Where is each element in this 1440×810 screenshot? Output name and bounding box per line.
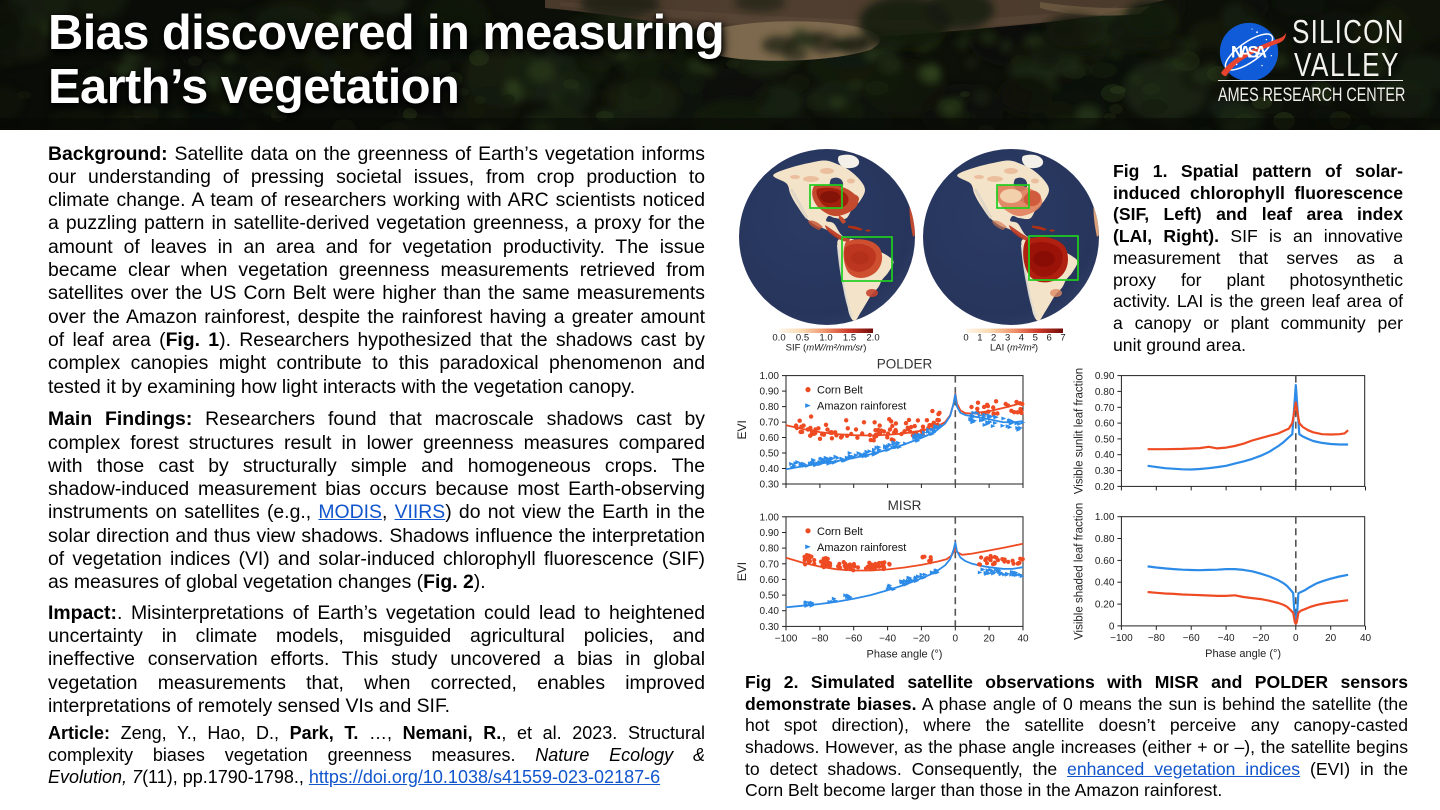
svg-text:−60: −60 — [1183, 633, 1200, 644]
svg-text:−40: −40 — [879, 633, 896, 644]
svg-text:0.40: 0.40 — [760, 606, 780, 617]
svg-text:0.90: 0.90 — [760, 387, 780, 398]
svg-text:−20: −20 — [913, 633, 930, 644]
svg-text:−80: −80 — [1148, 633, 1165, 644]
svg-text:0.60: 0.60 — [1095, 419, 1115, 430]
svg-text:−100: −100 — [775, 633, 798, 644]
svg-text:7: 7 — [1060, 333, 1065, 344]
svg-text:0.40: 0.40 — [1095, 450, 1115, 461]
svg-text:0.70: 0.70 — [760, 559, 780, 570]
svg-text:1: 1 — [977, 333, 982, 344]
svg-text:Phase angle (°): Phase angle (°) — [867, 648, 943, 660]
svg-text:1.00: 1.00 — [760, 371, 780, 382]
svg-text:3: 3 — [1005, 333, 1010, 344]
svg-text:0: 0 — [963, 333, 968, 344]
svg-text:1.0: 1.0 — [819, 333, 832, 344]
svg-text:Visible sunlit leaf fraction: Visible sunlit leaf fraction — [1073, 368, 1085, 494]
svg-text:0.50: 0.50 — [760, 449, 780, 460]
svg-text:6: 6 — [1046, 333, 1051, 344]
svg-text:0.20: 0.20 — [1095, 600, 1115, 611]
svg-text:−80: −80 — [811, 633, 828, 644]
svg-text:−20: −20 — [1252, 633, 1269, 644]
svg-text:40: 40 — [1360, 633, 1372, 644]
svg-text:0.30: 0.30 — [1095, 466, 1115, 477]
svg-text:0.30: 0.30 — [760, 480, 780, 491]
svg-text:Corn Belt: Corn Belt — [817, 526, 863, 538]
svg-text:−60: −60 — [845, 633, 862, 644]
svg-text:−40: −40 — [1218, 633, 1235, 644]
svg-text:−100: −100 — [1110, 633, 1133, 644]
svg-text:40: 40 — [1017, 633, 1029, 644]
svg-text:0.30: 0.30 — [760, 622, 780, 633]
svg-text:20: 20 — [984, 633, 996, 644]
svg-text:0.70: 0.70 — [1095, 403, 1115, 414]
svg-text:Amazon rainforest: Amazon rainforest — [817, 401, 906, 413]
svg-text:0.0: 0.0 — [772, 333, 785, 344]
svg-text:Visible shaded leaf fraction: Visible shaded leaf fraction — [1073, 503, 1085, 640]
svg-text:0.60: 0.60 — [760, 575, 780, 586]
svg-text:0.40: 0.40 — [760, 464, 780, 475]
svg-text:0.90: 0.90 — [760, 528, 780, 539]
svg-text:MISR: MISR — [888, 498, 922, 513]
svg-text:0.80: 0.80 — [1095, 387, 1115, 398]
svg-text:1.5: 1.5 — [843, 333, 856, 344]
svg-text:0.60: 0.60 — [1095, 556, 1115, 567]
svg-text:0.70: 0.70 — [760, 418, 780, 429]
svg-text:5: 5 — [1033, 333, 1038, 344]
svg-text:0: 0 — [953, 633, 959, 644]
svg-text:0.50: 0.50 — [1095, 434, 1115, 445]
svg-text:SIF (mW/m²/nm/sr): SIF (mW/m²/nm/sr) — [786, 343, 867, 354]
svg-text:0.50: 0.50 — [760, 591, 780, 602]
svg-text:0.80: 0.80 — [760, 544, 780, 555]
svg-text:Corn Belt: Corn Belt — [817, 385, 863, 397]
svg-text:0.80: 0.80 — [760, 402, 780, 413]
svg-text:0.20: 0.20 — [1095, 482, 1115, 493]
svg-text:EVI: EVI — [735, 420, 749, 439]
svg-text:0: 0 — [1293, 633, 1299, 644]
svg-text:0.80: 0.80 — [1095, 534, 1115, 545]
svg-text:20: 20 — [1325, 633, 1337, 644]
svg-text:1.00: 1.00 — [1095, 512, 1115, 523]
svg-text:1.00: 1.00 — [760, 512, 780, 523]
svg-text:0: 0 — [1109, 621, 1115, 632]
svg-text:EVI: EVI — [735, 562, 749, 581]
svg-text:0.60: 0.60 — [760, 433, 780, 444]
svg-text:2.0: 2.0 — [866, 333, 879, 344]
svg-text:2: 2 — [991, 333, 996, 344]
svg-text:4: 4 — [1019, 333, 1024, 344]
svg-text:POLDER: POLDER — [877, 357, 933, 372]
svg-text:0.90: 0.90 — [1095, 371, 1115, 382]
svg-text:LAI (m²/m²): LAI (m²/m²) — [990, 343, 1038, 354]
svg-text:0.5: 0.5 — [796, 333, 809, 344]
svg-text:NASA: NASA — [1231, 43, 1267, 62]
svg-text:0.40: 0.40 — [1095, 578, 1115, 589]
svg-text:Amazon rainforest: Amazon rainforest — [817, 542, 906, 554]
svg-text:Phase angle (°): Phase angle (°) — [1205, 648, 1281, 660]
